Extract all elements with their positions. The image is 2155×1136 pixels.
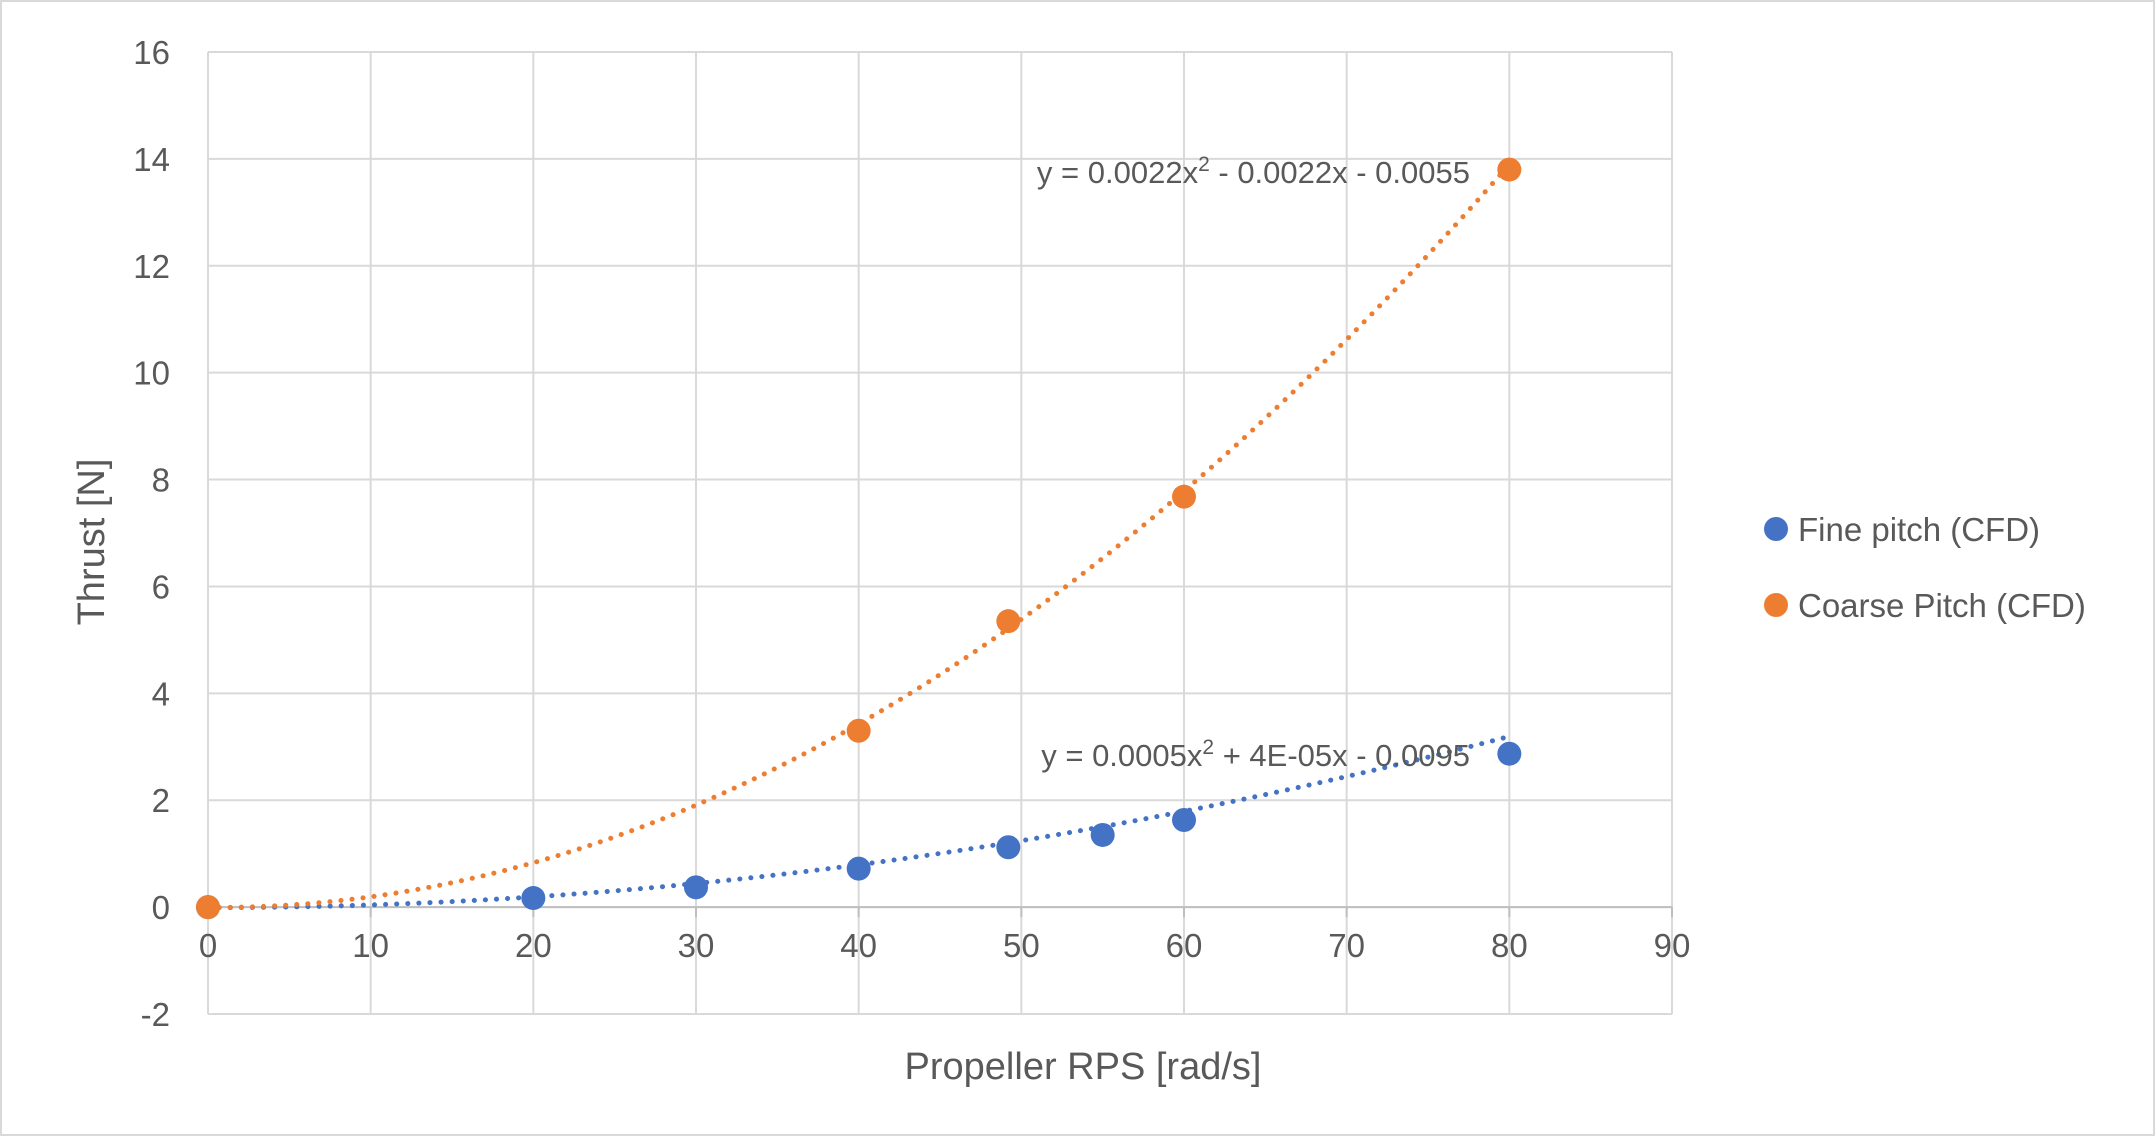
y-tick-label: 6 xyxy=(152,568,170,605)
tick-labels: 0 10 20 30 40 50 60 70 80 90 -2 0 2 4 6 8 10 12 14 16 xyxy=(133,34,1690,1033)
x-tick-label: 0 xyxy=(199,927,217,964)
data-point xyxy=(1497,157,1522,182)
trendline-equation: y = 0.0022x2 - 0.0022x - 0.0055 xyxy=(1037,153,1470,190)
data-point xyxy=(996,609,1021,634)
y-axis-title: Thrust [N] xyxy=(71,459,113,626)
data-point xyxy=(684,875,708,900)
data-point xyxy=(1090,822,1115,847)
y-tick-label: 14 xyxy=(133,141,170,178)
trendline-equations: y = 0.0005x2 + 4E-05x - 0.0095 y = 0.0022… xyxy=(1037,153,1470,773)
y-tick-label: 0 xyxy=(152,889,170,926)
legend-label: Coarse Pitch (CFD) xyxy=(1798,587,2086,624)
legend-marker xyxy=(1764,593,1788,617)
x-tick-label: 10 xyxy=(352,927,389,964)
y-tick-label: 16 xyxy=(133,34,170,71)
x-tick-label: 80 xyxy=(1491,927,1528,964)
legend: Fine pitch (CFD) Coarse Pitch (CFD) xyxy=(1764,511,2086,624)
trendline-equation: y = 0.0005x2 + 4E-05x - 0.0095 xyxy=(1041,736,1470,773)
x-tick-label: 70 xyxy=(1328,927,1365,964)
gridlines xyxy=(207,51,1673,1015)
data-point xyxy=(996,835,1021,860)
data-point xyxy=(196,895,220,920)
x-tick-label: 90 xyxy=(1654,927,1691,964)
data-point xyxy=(846,856,871,881)
y-tick-label: 2 xyxy=(152,782,170,819)
data-point xyxy=(846,718,871,743)
data-point xyxy=(1172,484,1196,509)
trendline xyxy=(205,161,1512,910)
y-tick-label: 12 xyxy=(133,248,170,285)
x-tick-label: 30 xyxy=(678,927,715,964)
data-point xyxy=(1497,741,1522,766)
data-point xyxy=(521,886,546,911)
legend-marker xyxy=(1764,517,1788,541)
data-point xyxy=(1172,807,1196,832)
x-tick-label: 40 xyxy=(840,927,877,964)
y-tick-label: 4 xyxy=(152,675,170,712)
x-tick-label: 20 xyxy=(515,927,552,964)
legend-label: Fine pitch (CFD) xyxy=(1798,511,2040,548)
y-tick-label: -2 xyxy=(141,996,170,1033)
y-tick-label: 10 xyxy=(133,355,170,392)
x-tick-label: 50 xyxy=(1003,927,1040,964)
x-axis-title: Propeller RPS [rad/s] xyxy=(905,1046,1262,1088)
x-tick-label: 60 xyxy=(1166,927,1203,964)
data-points xyxy=(196,157,1522,920)
y-tick-label: 8 xyxy=(152,462,170,499)
